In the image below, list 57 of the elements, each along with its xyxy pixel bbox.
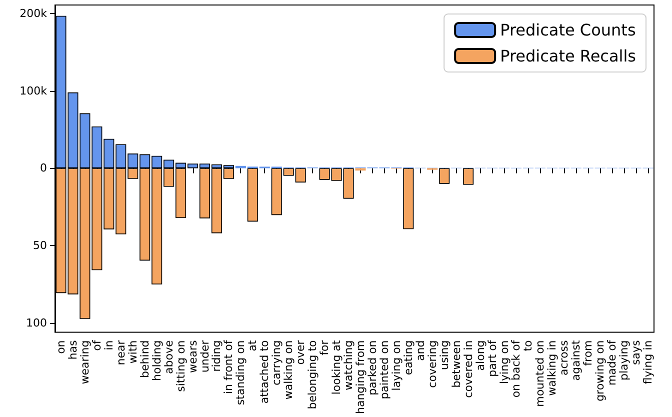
x-tick-label: near: [114, 340, 128, 366]
x-tick-label: in: [102, 340, 116, 350]
y-tick-label: 200k: [20, 7, 48, 20]
x-tick-label: from: [582, 340, 595, 366]
x-tick-label: playing: [618, 340, 631, 381]
x-tick-label: wearing: [78, 340, 92, 384]
x-tick-label: carrying: [270, 340, 284, 386]
x-tick-label: laying on: [390, 340, 403, 391]
x-tick-label: covered in: [462, 340, 475, 398]
y2-tick-label: 100: [26, 316, 47, 330]
x-tick-label: between: [450, 340, 463, 388]
x-tick-label: at: [246, 340, 260, 352]
x-tick-label: in front of: [222, 339, 236, 394]
x-tick-label: belonging to: [306, 340, 320, 410]
x-tick-label: across: [558, 340, 571, 376]
x-tick-label: and: [414, 340, 427, 361]
x-tick-label: wears: [186, 340, 200, 373]
x-tick-label: using: [438, 340, 451, 370]
y-tick-label: 0: [40, 162, 47, 175]
y2-tick-label: 50: [33, 239, 47, 252]
x-tick-label: of: [90, 339, 104, 351]
x-tick-label: part of: [486, 339, 499, 377]
legend-label: Predicate Recalls: [500, 46, 636, 66]
x-tick-label: growing on: [594, 340, 607, 402]
x-tick-label: looking at: [330, 340, 344, 395]
x-tick-label: behind: [138, 340, 152, 378]
x-tick-label: standing on: [234, 340, 248, 406]
x-tick-label: painted on: [378, 340, 391, 400]
x-tick-label: covering: [426, 340, 439, 388]
x-tick-label: eating: [402, 340, 415, 376]
x-tick-label: says: [630, 340, 643, 365]
x-tick-label: under: [198, 340, 212, 372]
x-tick-label: lying on: [498, 340, 511, 384]
x-tick-label: over: [294, 340, 308, 365]
x-tick-label: parked on: [366, 340, 379, 396]
x-tick-label: walking on: [282, 340, 296, 400]
x-tick-label: on: [54, 340, 68, 354]
x-tick-label: attached to: [258, 340, 272, 404]
x-tick-label: to: [522, 340, 535, 352]
x-tick-label: has: [66, 340, 80, 360]
x-tick-label: watching: [342, 340, 356, 390]
x-tick-label: on back of: [510, 339, 523, 398]
x-tick-label: mounted on: [534, 340, 547, 407]
x-tick-label: sitting on: [174, 340, 188, 392]
x-tick-label: with: [126, 340, 140, 364]
x-tick-label: walking in: [546, 340, 559, 396]
y-tick-label: 100k: [20, 84, 48, 98]
x-tick-label: for: [318, 340, 332, 356]
x-tick-label: flying in: [642, 340, 655, 384]
x-tick-label: above: [162, 340, 176, 374]
x-tick-label: against: [570, 340, 583, 381]
legend-label: Predicate Counts: [500, 20, 636, 40]
x-tick-label: made of: [606, 339, 619, 386]
x-tick-label: holding: [150, 340, 164, 381]
x-tick-label: riding: [210, 340, 224, 372]
x-tick-label: along: [474, 340, 487, 371]
x-tick-label: hanging from: [354, 340, 367, 414]
